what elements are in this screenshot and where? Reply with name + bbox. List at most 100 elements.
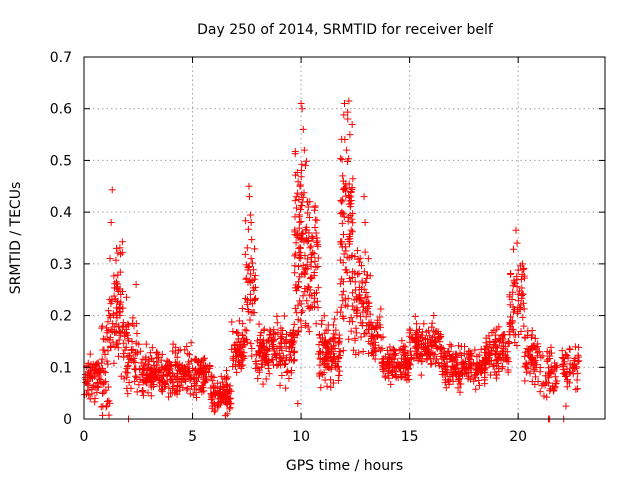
- data-point: [321, 339, 329, 347]
- data-point: [221, 374, 229, 382]
- data-point: [297, 317, 305, 325]
- y-tick-label: 0.5: [50, 153, 72, 169]
- data-point: [371, 355, 379, 363]
- data-point: [88, 390, 96, 398]
- data-point: [293, 169, 301, 177]
- data-point: [322, 344, 330, 352]
- data-point: [278, 333, 286, 341]
- data-point: [288, 356, 296, 364]
- data-point: [305, 237, 313, 245]
- data-point: [367, 318, 375, 326]
- x-tick-label: 5: [188, 429, 197, 445]
- data-point: [427, 351, 435, 359]
- data-point: [492, 343, 500, 351]
- data-point: [379, 359, 387, 367]
- data-point: [89, 382, 97, 390]
- data-point: [496, 351, 504, 359]
- data-point: [538, 382, 546, 390]
- data-point: [562, 351, 570, 359]
- data-point: [558, 347, 566, 355]
- data-point: [342, 247, 350, 255]
- data-point: [574, 385, 582, 393]
- data-point: [506, 291, 514, 299]
- data-point: [263, 350, 271, 358]
- data-point: [504, 338, 512, 346]
- data-point: [395, 363, 403, 371]
- data-point: [112, 328, 120, 336]
- data-point: [386, 343, 394, 351]
- data-point: [348, 121, 356, 129]
- data-point: [280, 312, 288, 320]
- data-point: [106, 313, 114, 321]
- data-point: [468, 352, 476, 360]
- data-point: [510, 305, 518, 313]
- data-point: [279, 352, 287, 360]
- data-point: [306, 213, 314, 221]
- data-point: [563, 352, 571, 360]
- data-point: [520, 305, 528, 313]
- data-point: [244, 263, 252, 271]
- data-point: [110, 292, 118, 300]
- data-point: [521, 377, 529, 385]
- data-point: [124, 320, 132, 328]
- data-point: [316, 348, 324, 356]
- data-point: [304, 302, 312, 310]
- data-point: [377, 305, 385, 313]
- data-point: [120, 375, 128, 383]
- data-point: [102, 403, 110, 411]
- data-point: [362, 279, 370, 287]
- data-point: [495, 367, 503, 375]
- data-point: [294, 399, 302, 407]
- data-point: [222, 395, 230, 403]
- data-point: [116, 268, 124, 276]
- data-point: [327, 343, 335, 351]
- data-point: [108, 186, 116, 194]
- data-point: [247, 296, 255, 304]
- data-point: [277, 361, 285, 369]
- data-point: [285, 348, 293, 356]
- data-point: [84, 362, 92, 370]
- data-point: [128, 319, 136, 327]
- data-point: [279, 326, 287, 334]
- data-point: [302, 223, 310, 231]
- data-point: [347, 313, 355, 321]
- data-point: [487, 357, 495, 365]
- data-point: [257, 356, 265, 364]
- data-point: [185, 360, 193, 368]
- data-point: [418, 358, 426, 366]
- data-point: [133, 330, 141, 338]
- data-point: [242, 274, 250, 282]
- data-point: [214, 399, 222, 407]
- data-point: [340, 250, 348, 258]
- data-point: [499, 339, 507, 347]
- data-point: [169, 379, 177, 387]
- data-point: [521, 348, 529, 356]
- data-point: [283, 369, 291, 377]
- data-point: [348, 228, 356, 236]
- data-point: [520, 299, 528, 307]
- data-point: [559, 369, 567, 377]
- data-point: [339, 177, 347, 185]
- data-point: [313, 216, 321, 224]
- data-point: [290, 348, 298, 356]
- data-point: [165, 393, 173, 401]
- data-point: [430, 312, 438, 320]
- data-point: [112, 304, 120, 312]
- data-point: [387, 380, 395, 388]
- data-point: [246, 211, 254, 219]
- data-point: [295, 213, 303, 221]
- data-point: [190, 374, 198, 382]
- data-point: [351, 286, 359, 294]
- data-point: [414, 356, 422, 364]
- data-point: [475, 381, 483, 389]
- plot-border: [83, 56, 606, 420]
- data-point: [565, 345, 573, 353]
- x-axis-label: GPS time / hours: [286, 458, 403, 474]
- data-point: [273, 362, 281, 370]
- data-point: [312, 229, 320, 237]
- data-point: [136, 365, 144, 373]
- data-point: [311, 290, 319, 298]
- data-point: [245, 193, 253, 201]
- data-point: [406, 338, 414, 346]
- data-point: [342, 301, 350, 309]
